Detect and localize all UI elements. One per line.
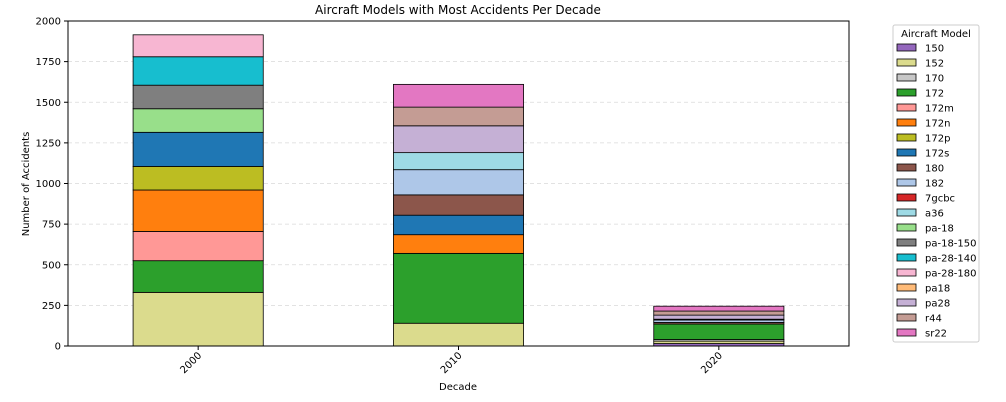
legend-label: pa-18 — [925, 224, 954, 235]
legend-swatch-pa-28-140 — [896, 253, 917, 262]
y-tick-label: 1000 — [36, 179, 61, 190]
x-tick-label: 2020 — [699, 350, 725, 376]
bar-2000-pa-18-150 — [132, 84, 264, 110]
legend-label: 172n — [925, 119, 950, 130]
legend-swatch-pa28 — [896, 298, 917, 307]
legend-swatch-182 — [896, 178, 917, 187]
legend-label: 172p — [925, 134, 950, 145]
y-tick-label: 1750 — [36, 57, 61, 68]
bar-2000-pa-18 — [132, 108, 264, 133]
bar-2010-182 — [393, 169, 524, 196]
bar-2000-172n — [132, 189, 264, 232]
bar-2000-pa-28-140 — [132, 56, 264, 86]
legend-swatch-150 — [896, 43, 917, 52]
bar-2010-r44 — [393, 106, 524, 127]
bar-2020-pa28 — [653, 314, 785, 320]
legend-swatch-pa18 — [896, 283, 917, 292]
bar-2010-172s — [393, 214, 524, 236]
legend-swatch-sr22 — [896, 328, 917, 337]
legend-swatch-170 — [896, 73, 917, 82]
legend-swatch-172s — [896, 148, 917, 157]
bar-2010-152 — [393, 322, 524, 347]
y-tick-label: 750 — [42, 220, 61, 231]
bar-2000-pa-28-180 — [132, 34, 264, 58]
bar-2010-180 — [393, 194, 524, 216]
bar-2000-172s — [132, 131, 264, 167]
legend-swatch-172n — [896, 118, 917, 127]
bar-2020-sr22 — [653, 305, 785, 312]
chart-title: Aircraft Models with Most Accidents Per … — [315, 3, 601, 17]
legend-label: 172m — [925, 104, 954, 115]
legend-swatch-7gcbc — [896, 193, 917, 202]
bar-2020-172 — [653, 323, 785, 340]
legend-swatch-172m — [896, 103, 917, 112]
legend-swatch-pa-28-180 — [896, 268, 917, 277]
legend-label: 152 — [925, 59, 944, 70]
y-tick-label: 0 — [55, 342, 61, 353]
bar-2000-172 — [132, 260, 264, 293]
legend-swatch-r44 — [896, 313, 917, 322]
bar-2010-a36 — [393, 152, 524, 171]
bar-2000-152 — [132, 291, 264, 347]
y-tick-label: 500 — [42, 260, 61, 271]
bar-2010-sr22 — [393, 83, 524, 108]
x-tick-label: 2000 — [179, 350, 205, 376]
legend-title: Aircraft Model — [901, 29, 971, 40]
legend-swatch-152 — [896, 58, 917, 67]
legend-swatch-pa-18-150 — [896, 238, 917, 247]
y-tick-label: 1500 — [36, 98, 61, 109]
legend-label: 170 — [925, 74, 944, 85]
legend-label: pa-28-140 — [925, 254, 977, 265]
legend-label: sr22 — [925, 329, 947, 340]
bar-2000-172m — [132, 231, 264, 262]
y-axis: 0 250 500 750 1000 1250 1500 1750 2000 — [36, 17, 68, 353]
x-tick-label: 2010 — [439, 350, 465, 376]
legend: Aircraft Model 150 152 170 172 172m 172n 172p 1… — [892, 24, 980, 343]
x-axis: 2000 2010 2020 — [179, 346, 725, 376]
legend-label: a36 — [925, 209, 944, 220]
y-axis-label: Number of Accidents — [21, 132, 32, 237]
bar-2010-172n — [393, 234, 524, 254]
y-tick-label: 1250 — [36, 138, 61, 149]
legend-swatch-a36 — [896, 208, 917, 217]
legend-label: 180 — [925, 164, 944, 175]
legend-label: 182 — [925, 179, 944, 190]
legend-label: 172s — [925, 149, 949, 160]
bars — [132, 34, 785, 347]
legend-swatch-172p — [896, 133, 917, 142]
y-tick-label: 2000 — [36, 17, 61, 28]
legend-label: 150 — [925, 44, 944, 55]
legend-label: pa-28-180 — [925, 269, 977, 280]
legend-label: pa28 — [925, 299, 950, 310]
legend-swatch-pa-18 — [896, 223, 917, 232]
bar-2010-172 — [393, 252, 524, 324]
legend-swatch-180 — [896, 163, 917, 172]
bar-2020-r44 — [653, 310, 785, 316]
y-tick-label: 250 — [42, 301, 61, 312]
bar-2000-172p — [132, 166, 264, 191]
bar-2010-pa28 — [393, 125, 524, 154]
legend-label: r44 — [925, 314, 942, 325]
x-axis-label: Decade — [439, 382, 477, 393]
legend-label: pa18 — [925, 284, 950, 295]
legend-label: 172 — [925, 89, 944, 100]
legend-label: pa-18-150 — [925, 239, 977, 250]
legend-label: 7gcbc — [925, 194, 955, 205]
legend-swatch-172 — [896, 88, 917, 97]
